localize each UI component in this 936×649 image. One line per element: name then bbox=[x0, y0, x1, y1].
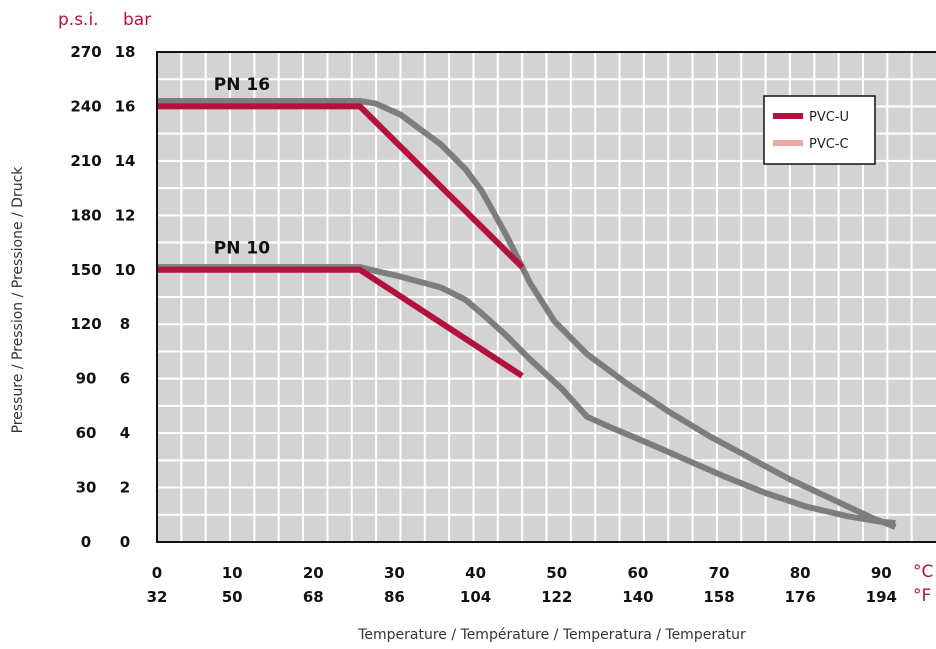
series-line-pvc-u-pn16 bbox=[157, 103, 525, 270]
x-tick-celsius: 20 bbox=[303, 564, 324, 582]
y-tick-psi: 0 bbox=[81, 533, 91, 551]
y-tick-bar: 0 bbox=[120, 533, 130, 551]
x-tick-celsius: 40 bbox=[465, 564, 486, 582]
x-tick-celsius: 0 bbox=[152, 564, 162, 582]
y-tick-bar: 6 bbox=[120, 370, 130, 388]
y-tick-bar: 18 bbox=[115, 43, 136, 61]
y-tick-bar: 4 bbox=[120, 424, 130, 442]
psi-unit-label: p.s.i. bbox=[58, 10, 99, 30]
x-tick-celsius: 70 bbox=[709, 564, 730, 582]
x-tick-fahrenheit: 50 bbox=[222, 588, 243, 606]
x-tick-celsius: 30 bbox=[384, 564, 405, 582]
y-tick-psi: 120 bbox=[70, 315, 101, 333]
y-tick-bar: 2 bbox=[120, 479, 130, 497]
legend-label: PVC-U bbox=[809, 110, 849, 125]
x-tick-fahrenheit: 32 bbox=[147, 588, 168, 606]
legend-box bbox=[763, 95, 876, 165]
celsius-unit-label: °C bbox=[913, 562, 933, 582]
series-line-grey-pn16 bbox=[157, 98, 897, 530]
x-tick-fahrenheit: 68 bbox=[303, 588, 324, 606]
legend-label: PVC-C bbox=[809, 137, 849, 152]
legend-swatch bbox=[773, 140, 803, 146]
y-tick-psi: 210 bbox=[70, 152, 101, 170]
y-tick-psi: 270 bbox=[70, 43, 101, 61]
plot-frame bbox=[156, 51, 936, 543]
series-group-label: PN 10 bbox=[214, 238, 270, 258]
x-tick-celsius: 90 bbox=[871, 564, 892, 582]
x-tick-fahrenheit: 104 bbox=[460, 588, 491, 606]
y-axis-title: Pressure / Pression / Pressione / Druck bbox=[10, 166, 26, 434]
y-tick-psi: 180 bbox=[70, 206, 101, 224]
y-tick-psi: 240 bbox=[70, 97, 101, 115]
y-tick-bar: 12 bbox=[115, 206, 136, 224]
x-tick-celsius: 80 bbox=[790, 564, 811, 582]
y-tick-bar: 10 bbox=[115, 261, 136, 279]
x-tick-fahrenheit: 122 bbox=[541, 588, 572, 606]
x-axis-title: Temperature / Température / Temperatura … bbox=[357, 627, 746, 643]
series-group-label: PN 16 bbox=[214, 75, 270, 95]
series-line-pvc-u-pn10 bbox=[157, 266, 524, 379]
series-line-grey-pn10 bbox=[157, 264, 896, 526]
bar-unit-label: bar bbox=[123, 10, 151, 30]
x-tick-fahrenheit: 86 bbox=[384, 588, 405, 606]
x-tick-celsius: 10 bbox=[222, 564, 243, 582]
y-tick-psi: 60 bbox=[76, 424, 97, 442]
y-tick-psi: 90 bbox=[76, 370, 97, 388]
x-tick-fahrenheit: 140 bbox=[622, 588, 653, 606]
x-tick-fahrenheit: 176 bbox=[785, 588, 816, 606]
y-tick-bar: 8 bbox=[120, 315, 130, 333]
y-tick-psi: 150 bbox=[70, 261, 101, 279]
x-tick-celsius: 60 bbox=[627, 564, 648, 582]
x-tick-fahrenheit: 194 bbox=[866, 588, 897, 606]
y-tick-bar: 16 bbox=[115, 97, 136, 115]
y-tick-psi: 30 bbox=[76, 479, 97, 497]
x-tick-celsius: 50 bbox=[546, 564, 567, 582]
x-tick-fahrenheit: 158 bbox=[703, 588, 734, 606]
legend-swatch bbox=[773, 113, 803, 119]
y-tick-bar: 14 bbox=[115, 152, 136, 170]
fahrenheit-unit-label: °F bbox=[913, 586, 931, 606]
